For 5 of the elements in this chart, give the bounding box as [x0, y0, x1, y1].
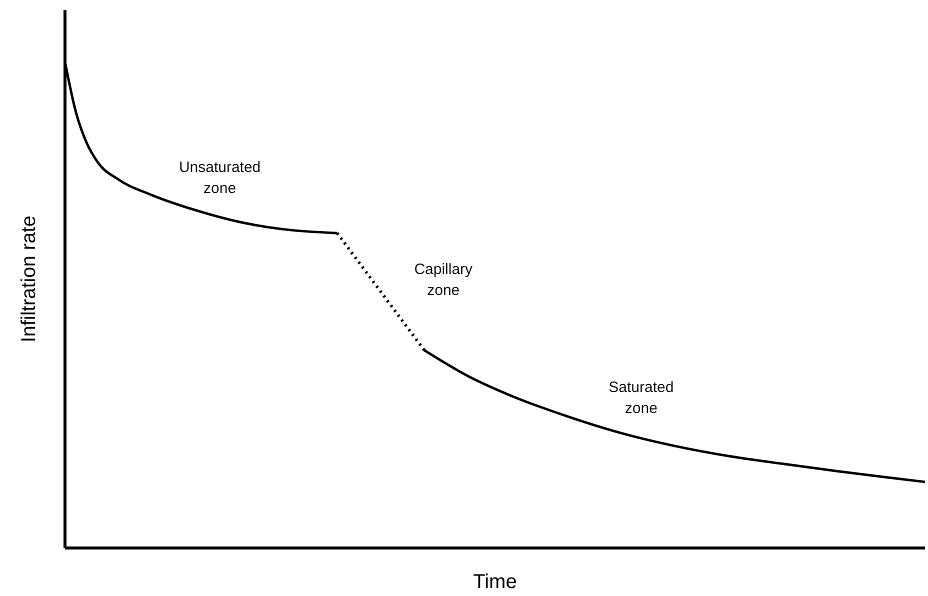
annotation: Unsaturated zone — [178, 158, 262, 199]
x-axis-title: Time — [473, 571, 517, 593]
annotation: Saturated zone — [608, 378, 675, 420]
annotation: Capillary zone — [413, 260, 474, 301]
y-axis-title: Infiltration rate — [18, 216, 40, 342]
